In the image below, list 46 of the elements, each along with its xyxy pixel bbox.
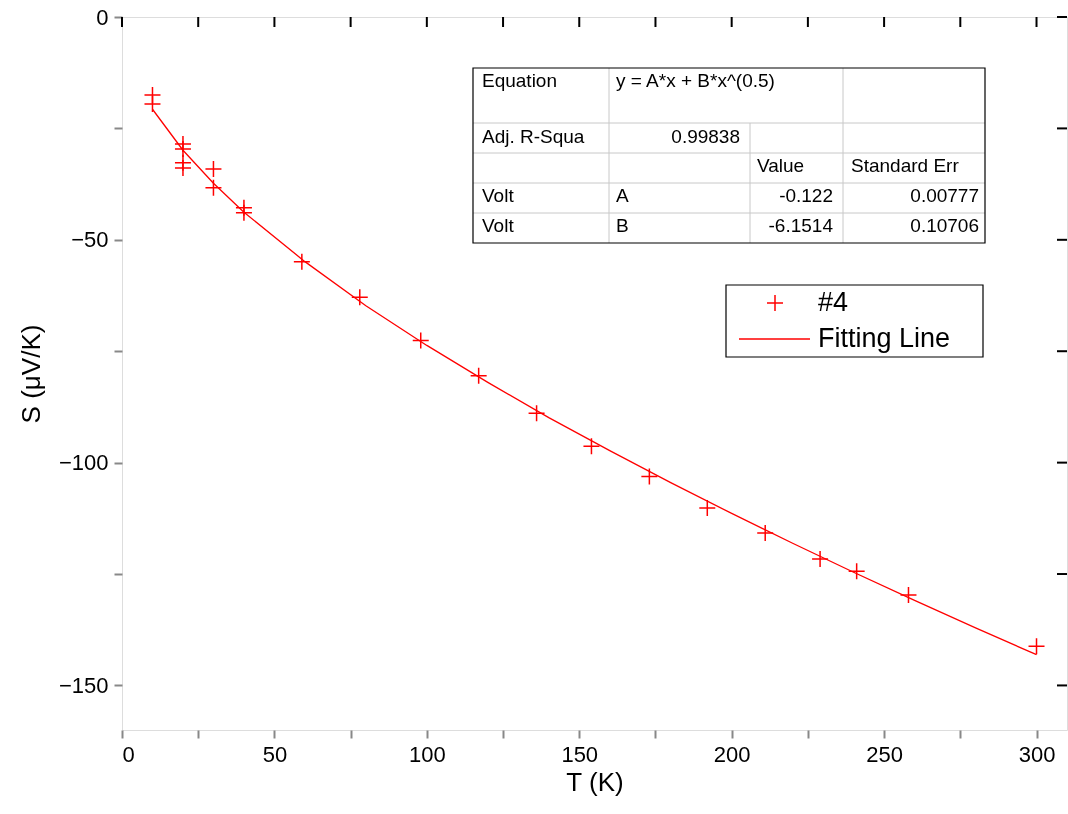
annotation: A xyxy=(616,185,629,206)
x-tick-label: 150 xyxy=(561,741,599,767)
point xyxy=(811,550,829,568)
x-tick-label: 50 xyxy=(262,741,288,767)
y-tick-label: −100 xyxy=(58,450,109,476)
annotation: Equation xyxy=(482,70,558,91)
point xyxy=(847,562,866,581)
legend-label: Fitting Line xyxy=(818,323,951,353)
annotation: 0.99838 xyxy=(671,126,740,147)
point xyxy=(527,404,546,422)
point xyxy=(582,437,601,455)
point xyxy=(899,586,918,604)
y-tick-label: −50 xyxy=(71,227,109,253)
annotation: -0.122 xyxy=(779,185,833,206)
point xyxy=(293,252,311,271)
point xyxy=(174,140,192,158)
point xyxy=(351,288,369,307)
annotation: Standard Err xyxy=(851,155,960,176)
x-tick-label: 0 xyxy=(122,741,135,767)
annotation: Volt xyxy=(482,185,515,206)
x-tick-label: 200 xyxy=(713,741,751,767)
point xyxy=(756,524,774,542)
annotation: Value xyxy=(757,155,805,176)
annotation: -6.1514 xyxy=(768,215,834,236)
x-axis-title: T (K) xyxy=(566,766,624,797)
point xyxy=(174,159,192,177)
point xyxy=(204,178,223,197)
annotation: y = A*x + B*x^(0.5) xyxy=(616,70,775,91)
annotation: B xyxy=(616,215,629,236)
point xyxy=(411,331,430,350)
point xyxy=(469,366,488,385)
legend-label: #4 xyxy=(818,287,849,317)
y-tick-label: −150 xyxy=(58,672,109,698)
point xyxy=(235,203,253,222)
y-tick-label: 0 xyxy=(96,4,109,30)
annotation: 0.00777 xyxy=(910,185,979,206)
x-tick-label: 300 xyxy=(1018,741,1056,767)
annotation: 0.10706 xyxy=(910,215,979,236)
point xyxy=(640,467,659,486)
point xyxy=(698,499,717,517)
x-tick-label: 250 xyxy=(866,741,903,767)
x-tick-label: 100 xyxy=(408,741,446,767)
annotation: Volt xyxy=(482,215,515,236)
point xyxy=(204,160,223,178)
y-axis-title: S (μV/K) xyxy=(15,324,46,424)
annotation: Adj. R-Squa xyxy=(482,126,585,147)
